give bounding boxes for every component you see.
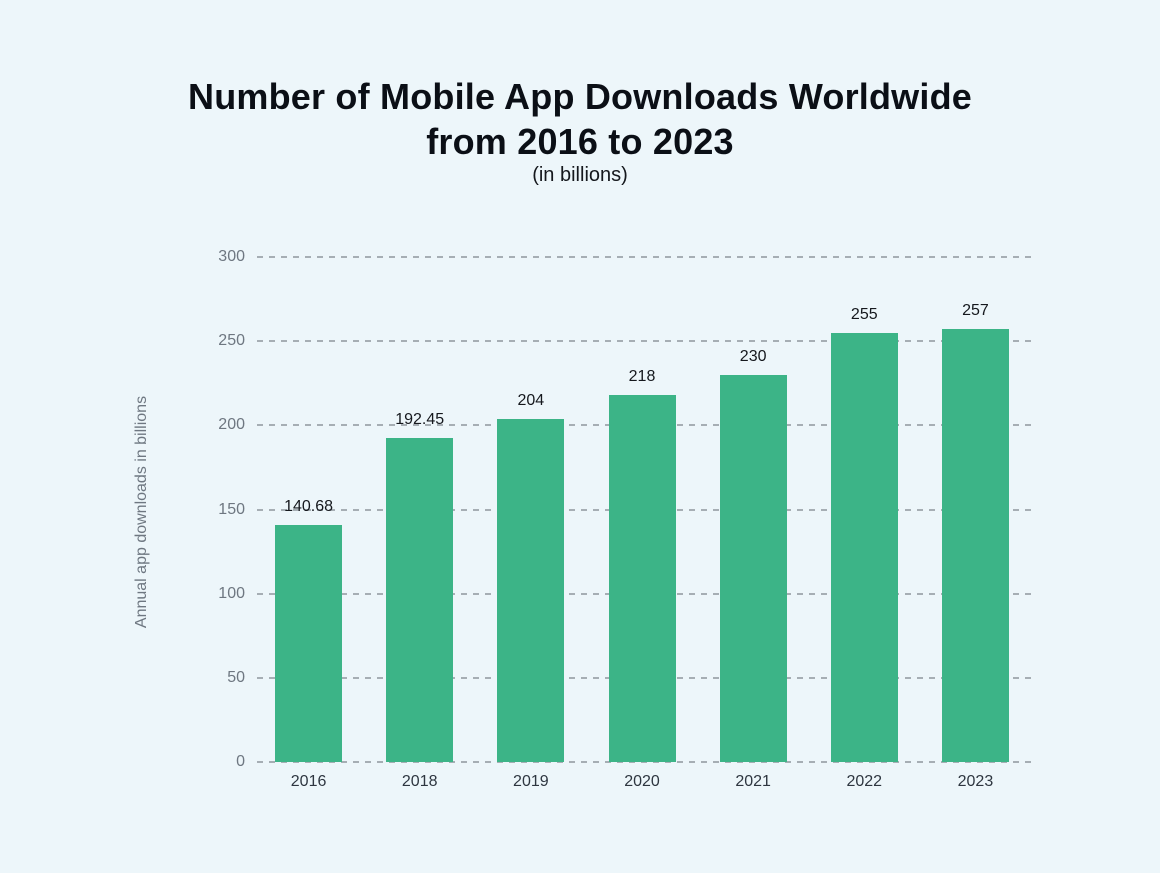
y-tick-label-50: 50 (227, 668, 245, 686)
chart-title: Number of Mobile App Downloads Worldwide… (0, 74, 1160, 164)
chart-title-line2: from 2016 to 2023 (426, 121, 734, 162)
bar-value-label-2016: 140.68 (284, 498, 334, 516)
x-tick-label-2022: 2022 (846, 773, 883, 790)
bar-2018 (386, 438, 454, 762)
x-tick-label-2020: 2020 (624, 773, 660, 790)
y-tick-label-300: 300 (218, 248, 245, 265)
y-tick-label-250: 250 (218, 332, 245, 350)
bar-2022 (830, 332, 898, 762)
bar-value-label-2021: 230 (739, 347, 767, 365)
plot-area: 0 50 100 150 200 250 300 140.68 2016 192.45 2018 20… (218, 248, 1035, 790)
x-tick-label-2018: 2018 (401, 773, 438, 790)
bar-value-label-2019: 204 (517, 391, 545, 409)
bar-2021 (719, 374, 787, 762)
y-tick-label-0: 0 (236, 753, 245, 770)
x-tick-label-2023: 2023 (957, 773, 994, 790)
x-tick-label-2021: 2021 (735, 773, 771, 790)
bar-2019 (497, 418, 565, 762)
bar-2020 (608, 395, 676, 762)
y-axis-title: Annual app downloads in billions (133, 395, 150, 629)
gridline-0 (257, 761, 1035, 763)
x-tick-label-2016: 2016 (290, 773, 327, 790)
chart-subtitle: (in billions) (532, 164, 628, 186)
bar-2023 (941, 329, 1009, 762)
bar-value-label-2023: 257 (962, 302, 989, 320)
y-tick-label-200: 200 (218, 416, 245, 434)
bottom-edge-strip (0, 873, 1160, 878)
chart-title-line1: Number of Mobile App Downloads Worldwide (188, 76, 972, 117)
y-tick-label-150: 150 (218, 500, 245, 518)
gridline-300 (257, 256, 1035, 258)
bar-2016 (275, 525, 343, 762)
y-tick-label-100: 100 (218, 584, 245, 602)
x-tick-label-2019: 2019 (513, 773, 549, 790)
bar-value-label-2020: 218 (628, 368, 656, 386)
bar-value-label-2022: 255 (850, 305, 878, 323)
gridline-250 (257, 340, 1035, 343)
bar-value-label-2018: 192.45 (395, 411, 445, 429)
